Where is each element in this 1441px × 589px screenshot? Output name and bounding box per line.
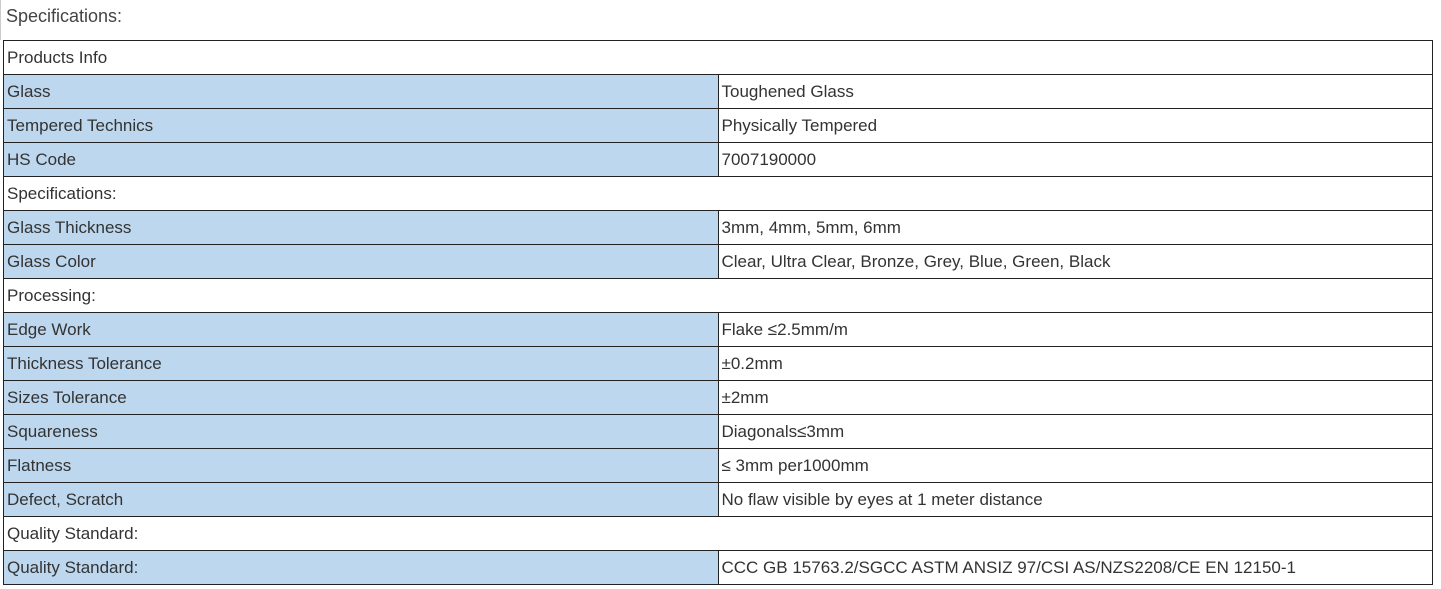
specifications-table: Products Info Glass Toughened Glass Tempere…: [3, 40, 1433, 585]
section-header: Products Info: [3, 40, 1433, 75]
spec-key: Glass Thickness: [3, 210, 719, 245]
table-row: Defect, Scratch No flaw visible by eyes a…: [3, 482, 1433, 517]
section-header-row: Processing:: [3, 278, 1433, 313]
spec-key: Quality Standard:: [3, 550, 719, 585]
table-row: Edge Work Flake ≤2.5mm/m: [3, 312, 1433, 347]
spec-value: ≤ 3mm per1000mm: [717, 448, 1433, 483]
section-header: Quality Standard:: [3, 516, 1433, 551]
spec-value: Diagonals≤3mm: [717, 414, 1433, 449]
table-row: Tempered Technics Physically Tempered: [3, 108, 1433, 143]
section-header-row: Quality Standard:: [3, 516, 1433, 551]
spec-value: Physically Tempered: [717, 108, 1433, 143]
spec-value: ±0.2mm: [717, 346, 1433, 381]
page-title: Specifications:: [6, 6, 123, 26]
spec-key: Glass Color: [3, 244, 719, 279]
table-row: Sizes Tolerance ±2mm: [3, 380, 1433, 415]
table-row: Squareness Diagonals≤3mm: [3, 414, 1433, 449]
table-row: Flatness ≤ 3mm per1000mm: [3, 448, 1433, 483]
table-row: Thickness Tolerance ±0.2mm: [3, 346, 1433, 381]
spec-value: ±2mm: [717, 380, 1433, 415]
section-header: Specifications:: [3, 176, 1433, 211]
spec-key: Defect, Scratch: [3, 482, 719, 517]
table-row: Glass Thickness 3mm, 4mm, 5mm, 6mm: [3, 210, 1433, 245]
spec-key: HS Code: [3, 142, 719, 177]
spec-value: 7007190000: [717, 142, 1433, 177]
left-edge-divider: [0, 0, 1, 40]
spec-key: Flatness: [3, 448, 719, 483]
spec-value: Flake ≤2.5mm/m: [717, 312, 1433, 347]
table-row: HS Code 7007190000: [3, 142, 1433, 177]
table-row: Glass Color Clear, Ultra Clear, Bronze, G…: [3, 244, 1433, 279]
spec-key: Sizes Tolerance: [3, 380, 719, 415]
spec-value: Toughened Glass: [717, 74, 1433, 109]
spec-value: CCC GB 15763.2/SGCC ASTM ANSIZ 97/CSI AS…: [717, 550, 1433, 585]
spec-key: Tempered Technics: [3, 108, 719, 143]
table-row: Glass Toughened Glass: [3, 74, 1433, 109]
spec-value: 3mm, 4mm, 5mm, 6mm: [717, 210, 1433, 245]
spec-value: Clear, Ultra Clear, Bronze, Grey, Blue, …: [717, 244, 1433, 279]
spec-value: No flaw visible by eyes at 1 meter dista…: [717, 482, 1433, 517]
spec-key: Thickness Tolerance: [3, 346, 719, 381]
spec-key: Glass: [3, 74, 719, 109]
section-header-row: Specifications:: [3, 176, 1433, 211]
section-header-row: Products Info: [3, 40, 1433, 75]
spec-key: Squareness: [3, 414, 719, 449]
section-header: Processing:: [3, 278, 1433, 313]
table-row: Quality Standard: CCC GB 15763.2/SGCC AST…: [3, 550, 1433, 585]
spec-key: Edge Work: [3, 312, 719, 347]
